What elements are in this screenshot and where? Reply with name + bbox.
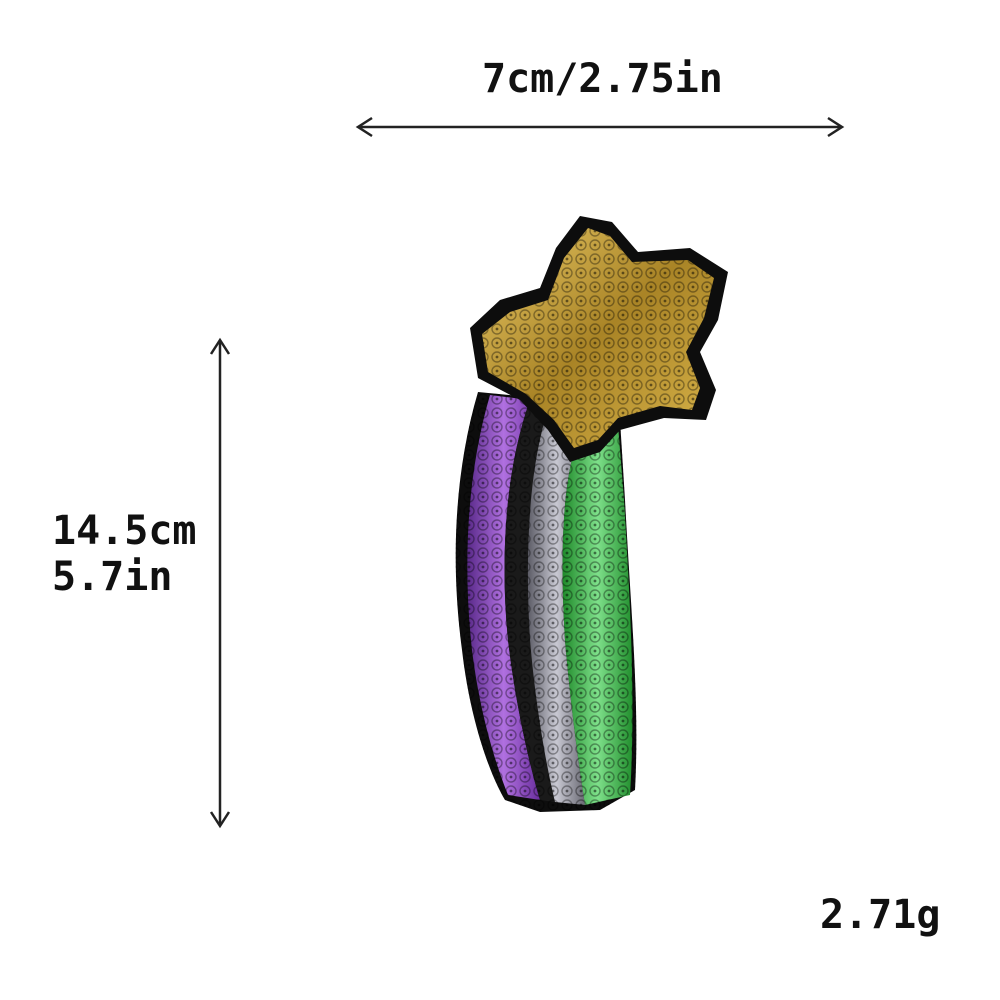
height-dimension-label: 14.5cm 5.7in: [52, 508, 197, 600]
width-dimension-label: 7cm/2.75in: [482, 56, 723, 102]
width-arrow-icon: [355, 116, 845, 138]
shooting-star-patch: [455, 216, 728, 812]
weight-label: 2.71g: [820, 892, 941, 938]
height-arrow-icon: [209, 337, 231, 829]
height-in-label: 5.7in: [52, 554, 173, 600]
height-cm-label: 14.5cm: [52, 508, 197, 554]
